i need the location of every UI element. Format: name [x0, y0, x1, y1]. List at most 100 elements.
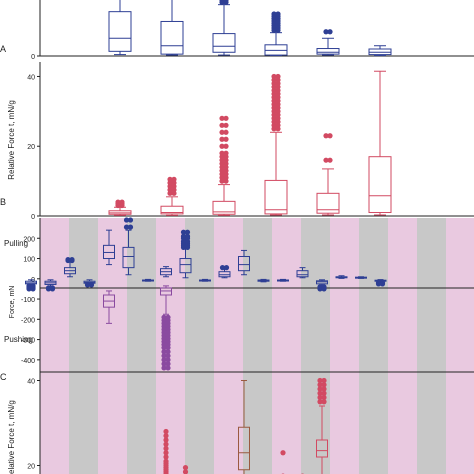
box [218, 271, 231, 278]
panel-b-lower-y-ticks: 2001000-100-200-300-400 [21, 236, 40, 365]
outlier-point [180, 229, 187, 235]
outlier-point [65, 256, 71, 263]
outlier-point [317, 377, 323, 384]
box [108, 11, 132, 52]
stripe-band [417, 218, 446, 372]
data-point [163, 450, 169, 456]
outlier-point [165, 365, 171, 371]
outlier-point [223, 143, 229, 149]
box [122, 246, 135, 269]
panel-a-y-ticks: 0 [31, 54, 40, 61]
box [212, 200, 236, 215]
outlier-point [375, 281, 382, 287]
data-point [163, 441, 169, 447]
outlier-point [49, 286, 56, 292]
box [238, 256, 250, 272]
annotation-pushing: Pushing [4, 335, 33, 344]
panel-b-label: B [0, 197, 6, 207]
data-point [280, 450, 286, 456]
outlier-point [161, 345, 167, 351]
outlier-point [323, 133, 329, 139]
outlier-point [123, 224, 130, 230]
box [316, 48, 340, 55]
box [368, 156, 392, 214]
y-tick-label: 40 [27, 74, 35, 81]
outlier-point [321, 377, 327, 384]
panel-b-lower-boxes [25, 217, 387, 371]
outlier-point [88, 282, 95, 288]
data-point [182, 469, 189, 474]
stripe-band [214, 218, 243, 372]
stripe-band [446, 372, 474, 474]
outlier-point [223, 122, 229, 128]
panel-a: 0 A [0, 0, 474, 61]
outlier-point [323, 29, 329, 35]
stripe-band [388, 218, 417, 372]
stripe-band [243, 218, 272, 372]
y-tick-label: 20 [27, 144, 35, 151]
stripe-band [98, 372, 127, 474]
outlier-point [321, 386, 327, 392]
data-point [182, 465, 189, 471]
y-tick-label: 0 [31, 214, 35, 221]
outlier-point [327, 29, 333, 35]
outlier-point [171, 176, 177, 182]
outlier-point [321, 382, 327, 388]
outlier-point [161, 353, 167, 359]
outlier-point [184, 229, 191, 235]
data-point [163, 454, 169, 460]
box [179, 258, 192, 274]
outlier-point [161, 361, 167, 367]
panel-b-boxes [108, 70, 392, 216]
box [316, 439, 328, 458]
outlier-point [180, 233, 187, 239]
panel-a-label: A [0, 44, 6, 54]
stripe-band [69, 218, 98, 372]
outlier-point [317, 386, 323, 392]
box [264, 179, 288, 215]
stripe-band [446, 218, 474, 372]
outlier-point [219, 129, 225, 135]
stripe-band [330, 218, 359, 372]
y-tick-label: 20 [27, 464, 35, 471]
outlier-point [219, 136, 225, 142]
outlier-point [223, 129, 229, 135]
outlier-point [321, 390, 327, 396]
data-point [163, 445, 169, 452]
panel-c-stripes [40, 372, 474, 474]
box [103, 244, 115, 260]
panel-c-y-axis-label: Relative Force t, mN/g [7, 400, 16, 474]
box [238, 426, 250, 471]
stripe-band [272, 372, 301, 474]
outlier-point [327, 133, 333, 139]
stripe-band [243, 372, 272, 474]
annotation-pulling: Pulling [4, 239, 28, 248]
stripe-band [69, 372, 98, 474]
outlier-point [119, 199, 125, 205]
outlier-point [167, 176, 173, 182]
outlier-point [219, 150, 225, 156]
outlier-point [223, 0, 229, 3]
outlier-point [165, 349, 171, 355]
outlier-point [271, 73, 277, 80]
stripe-band [359, 372, 388, 474]
outlier-point [317, 399, 323, 405]
outlier-point [45, 286, 52, 292]
stripe-band [272, 218, 301, 372]
outlier-point [317, 382, 323, 388]
stripe-band [127, 218, 156, 372]
box [212, 33, 236, 53]
y-tick-label: -400 [21, 358, 35, 365]
outlier-point [165, 361, 171, 367]
stripe-band [185, 372, 214, 474]
y-tick-label: -200 [21, 317, 35, 324]
outlier-point [161, 365, 167, 371]
outlier-point [127, 217, 134, 223]
outlier-point [317, 390, 323, 396]
stripe-band [417, 372, 446, 474]
stripe-band [388, 372, 417, 474]
outlier-point [317, 286, 323, 292]
y-tick-label: -300 [21, 338, 35, 345]
outlier-point [379, 281, 386, 287]
